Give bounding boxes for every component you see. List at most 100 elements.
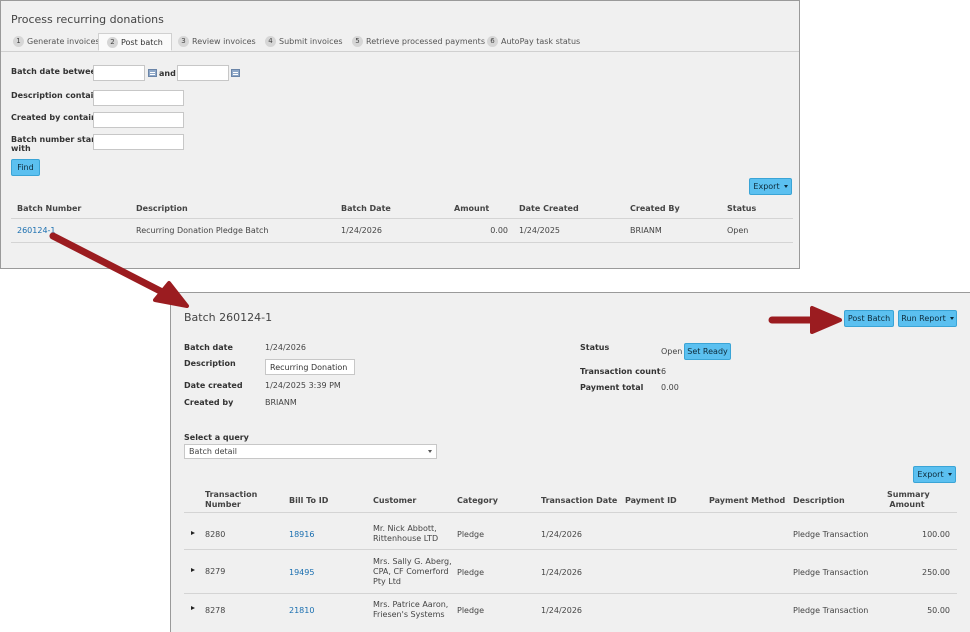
column-header[interactable]: Date Created	[519, 204, 579, 213]
expand-row-icon[interactable]	[191, 568, 195, 572]
column-header[interactable]: Batch Number	[17, 204, 82, 213]
batch-number-link[interactable]: 260124-1	[17, 226, 56, 235]
column-header[interactable]: Customer	[373, 496, 417, 505]
batch-date-label: Batch date	[184, 343, 233, 352]
column-header[interactable]: Created By	[630, 204, 680, 213]
batch-created-by: BRIANM	[630, 226, 662, 235]
tab-post-batch[interactable]: 2 Post batch	[98, 33, 172, 51]
bill-to-id-link[interactable]: 18916	[289, 530, 315, 539]
transaction-date: 1/24/2026	[541, 530, 583, 539]
caret-down-icon	[783, 185, 788, 188]
created-by-label: Created by	[184, 398, 234, 407]
export-button[interactable]: Export	[913, 466, 956, 483]
run-report-button[interactable]: Run Report	[898, 310, 957, 327]
summary-amount: 250.00	[922, 568, 950, 577]
date-created-label: Date created	[184, 381, 243, 390]
tab-review-invoices[interactable]: 3 Review invoices	[178, 33, 256, 51]
tab-submit-invoices[interactable]: 4 Submit invoices	[265, 33, 343, 51]
caret-down-icon	[947, 473, 952, 476]
query-select[interactable]: Batch detail	[184, 444, 437, 459]
created-by-label: Created by contains	[11, 113, 102, 122]
created-by-input[interactable]	[93, 112, 184, 128]
transaction-number: 8280	[205, 530, 226, 539]
column-header[interactable]: Transaction Date	[541, 496, 618, 505]
batch-detail-panel: Batch 260124-1 Post Batch Run Report Bat…	[170, 292, 970, 632]
category: Pledge	[457, 606, 485, 615]
batch-date-value: 1/24/2026	[265, 343, 307, 352]
expand-row-icon[interactable]	[191, 531, 195, 535]
expand-row-icon[interactable]	[191, 606, 195, 610]
and-label: and	[159, 69, 176, 78]
tab-autopay-task-status[interactable]: 6 AutoPay task status	[487, 33, 580, 51]
batch-date-created: 1/24/2025	[519, 226, 561, 235]
payment-total-label: Payment total	[580, 383, 644, 392]
transaction-description: Pledge Transaction	[793, 606, 869, 615]
transaction-date: 1/24/2026	[541, 606, 583, 615]
column-header[interactable]: Category	[457, 496, 498, 505]
description-input[interactable]	[93, 90, 184, 106]
batch-date: 1/24/2026	[341, 226, 383, 235]
divider	[184, 593, 957, 594]
batch-date-label: Batch date between	[11, 67, 102, 76]
caret-down-icon	[949, 317, 954, 320]
payment-total-value: 0.00	[661, 383, 679, 392]
column-header[interactable]: Bill To ID	[289, 496, 329, 505]
status-value: Open	[661, 347, 683, 356]
column-header[interactable]: Payment ID	[625, 496, 677, 505]
calendar-icon[interactable]	[231, 69, 240, 77]
transaction-number: 8278	[205, 606, 226, 615]
divider	[11, 242, 793, 243]
description-label: Description	[184, 359, 236, 368]
post-batch-button[interactable]: Post Batch	[844, 310, 894, 327]
customer-name: Mr. Nick Abbott, Rittenhouse LTD	[373, 524, 439, 543]
select-query-label: Select a query	[184, 433, 249, 442]
tab-generate-invoices[interactable]: 1 Generate invoices	[13, 33, 100, 51]
description-label: Description contains	[11, 91, 104, 100]
date-created-value: 1/24/2025 3:39 PM	[265, 381, 341, 390]
tab-retrieve-processed-payments[interactable]: 5 Retrieve processed payments	[352, 33, 485, 51]
status-label: Status	[580, 343, 610, 352]
export-button[interactable]: Export	[749, 178, 792, 195]
find-button[interactable]: Find	[11, 159, 40, 176]
column-header[interactable]: Transaction Number	[205, 490, 258, 509]
divider	[11, 218, 793, 219]
column-header[interactable]: Status	[727, 204, 757, 213]
category: Pledge	[457, 568, 485, 577]
batch-number-label: Batch number starts with	[11, 135, 104, 153]
process-recurring-donations-panel: Process recurring donations 1 Generate in…	[0, 0, 800, 269]
summary-amount: 50.00	[927, 606, 950, 615]
calendar-icon[interactable]	[148, 69, 157, 77]
bill-to-id-link[interactable]: 19495	[289, 568, 315, 577]
customer-name: Mrs. Sally G. Aberg, CPA, CF Comerford Pty…	[373, 557, 452, 586]
transaction-description: Pledge Transaction	[793, 530, 869, 539]
set-ready-button[interactable]: Set Ready	[684, 343, 731, 360]
batch-date-from-input[interactable]	[93, 65, 145, 81]
divider	[184, 549, 957, 550]
column-header[interactable]: Description	[136, 204, 188, 213]
column-header[interactable]: Amount	[454, 204, 490, 213]
batch-number-input[interactable]	[93, 134, 184, 150]
transaction-number: 8279	[205, 567, 226, 576]
description-input[interactable]	[265, 359, 355, 375]
summary-amount: 100.00	[922, 530, 950, 539]
transaction-count-label: Transaction count	[580, 367, 661, 376]
bill-to-id-link[interactable]: 21810	[289, 606, 315, 615]
batch-status: Open	[727, 226, 749, 235]
page-title: Process recurring donations	[11, 13, 164, 26]
category: Pledge	[457, 530, 485, 539]
customer-name: Mrs. Patrice Aaron, Friesen's Systems	[373, 600, 449, 619]
batch-description: Recurring Donation Pledge Batch	[136, 226, 269, 235]
created-by-value: BRIANM	[265, 398, 297, 407]
column-header[interactable]: Batch Date	[341, 204, 391, 213]
transaction-description: Pledge Transaction	[793, 568, 869, 577]
transaction-count-value: 6	[661, 367, 667, 376]
column-header[interactable]: Summary Amount	[887, 490, 930, 509]
column-header[interactable]: Payment Method	[709, 496, 786, 505]
batch-date-to-input[interactable]	[177, 65, 229, 81]
transaction-date: 1/24/2026	[541, 568, 583, 577]
batch-title: Batch 260124-1	[184, 311, 273, 324]
chevron-down-icon	[428, 450, 432, 453]
column-header[interactable]: Description	[793, 496, 845, 505]
divider	[184, 512, 957, 513]
step-tabs: 1 Generate invoices 2 Post batch 3 Review i…	[1, 31, 799, 52]
